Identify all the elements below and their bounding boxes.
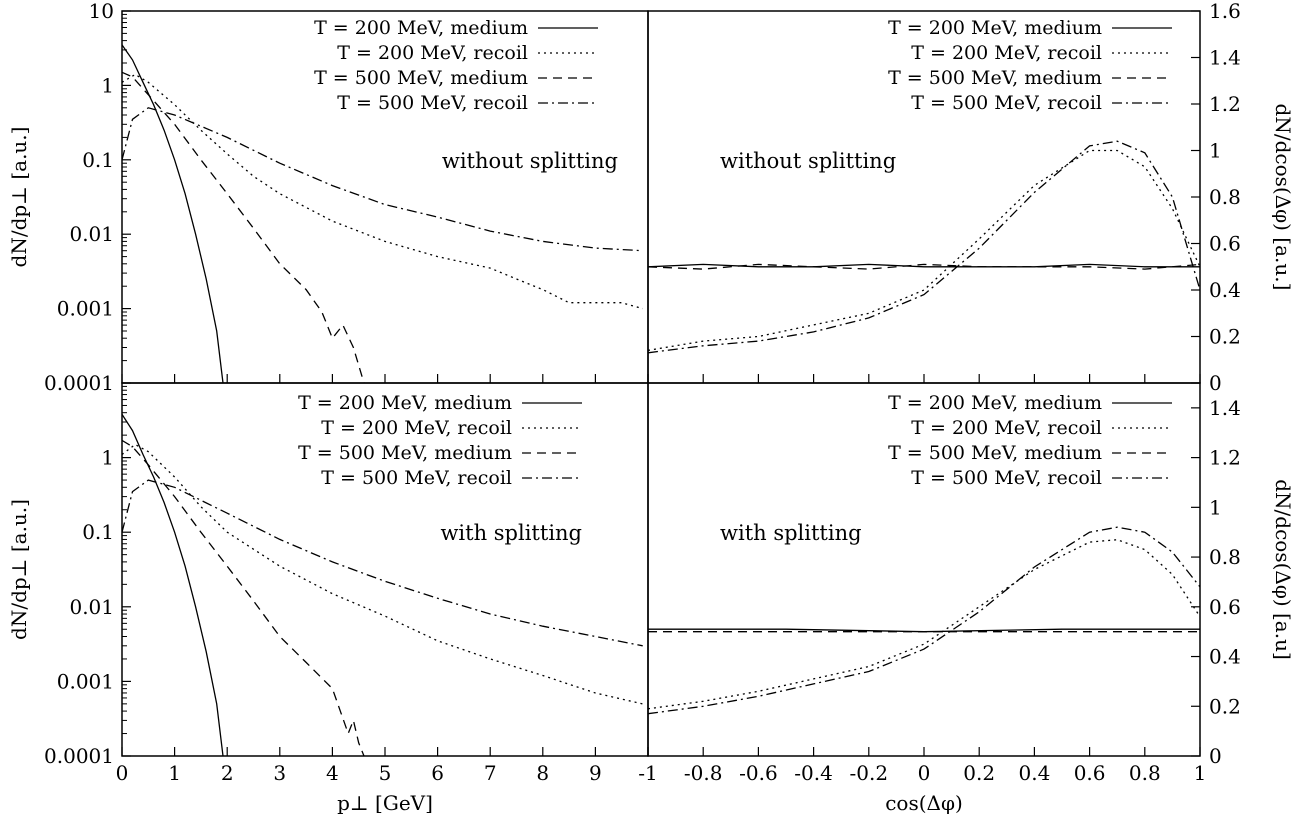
series-line [648, 539, 1200, 710]
y-tick-label: 1 [1209, 495, 1222, 519]
series-line [122, 107, 643, 252]
x-tick-label: 0.4 [1018, 761, 1050, 785]
y-tick-label: 0.2 [1209, 325, 1241, 349]
series-line [122, 71, 365, 383]
panel-annotation: without splitting [442, 149, 618, 173]
y-tick-label: 0.001 [57, 297, 114, 321]
series-line [122, 479, 643, 647]
y-tick-label: 0 [1209, 744, 1222, 768]
y-tick-label: 0.4 [1209, 645, 1241, 669]
panel-annotation: with splitting [440, 521, 582, 545]
y-axis-title: dN/dp⊥ [a.u.] [7, 499, 31, 640]
series-line [122, 413, 224, 756]
x-tick-label: 0 [918, 761, 931, 785]
y-tick-label: 0 [1209, 371, 1222, 395]
x-tick-label: 2 [221, 761, 234, 785]
panel-annotation: without splitting [720, 149, 896, 173]
y-tick-label: 0.0001 [44, 744, 114, 768]
x-tick-label: 4 [326, 761, 339, 785]
y-tick-label: 1.4 [1209, 46, 1241, 70]
y-tick-label: 0.6 [1209, 232, 1241, 256]
x-tick-label: 7 [484, 761, 497, 785]
y-axis-title: dN/dcos(Δφ) [a.u.] [1271, 104, 1292, 291]
y-tick-label: 0.2 [1209, 694, 1241, 718]
y-tick-label: 0.01 [69, 595, 114, 619]
y-tick-label: 0.8 [1209, 545, 1241, 569]
legend-label: T = 500 MeV, recoil [337, 92, 528, 114]
series-line [648, 526, 1200, 715]
legend-label: T = 200 MeV, medium [314, 17, 528, 39]
series-line [648, 140, 1200, 354]
x-tick-label: -0.8 [684, 761, 723, 785]
series-line [648, 149, 1200, 352]
x-tick-label: 5 [379, 761, 392, 785]
y-axis-title: dN/dcos(Δφ) [a.u] [1271, 479, 1292, 660]
y-tick-label: 1.2 [1209, 446, 1241, 470]
series-line [122, 439, 365, 756]
legend-label: T = 200 MeV, medium [298, 392, 512, 414]
series-line [122, 443, 643, 705]
x-tick-label: 1 [1194, 761, 1207, 785]
legend-label: T = 500 MeV, recoil [911, 92, 1102, 114]
legend-label: T = 500 MeV, medium [314, 67, 528, 89]
legend-label: T = 200 MeV, recoil [337, 42, 528, 64]
x-tick-label: 0 [116, 761, 129, 785]
legend-label: T = 200 MeV, medium [888, 392, 1102, 414]
y-tick-label: 0.1 [82, 148, 114, 172]
legend-label: T = 500 MeV, medium [888, 67, 1102, 89]
y-tick-label: 0.6 [1209, 595, 1241, 619]
y-tick-label: 1 [101, 446, 114, 470]
y-tick-label: 0.4 [1209, 278, 1241, 302]
legend-label: T = 200 MeV, recoil [911, 417, 1102, 439]
y-tick-label: 0.001 [57, 669, 114, 693]
x-axis-title: p⊥ [GeV] [337, 791, 433, 815]
x-tick-label: 3 [273, 761, 286, 785]
x-tick-label: 0.8 [1129, 761, 1161, 785]
legend-label: T = 200 MeV, recoil [321, 417, 512, 439]
legend-label: T = 500 MeV, medium [888, 442, 1102, 464]
series-line [122, 44, 224, 383]
chart-panel-top-right: 0 0.2 0.4 0.6 0.8 1 1.2 1.4 1.6 T = 200 MeV, medi… [647, 0, 1292, 395]
x-tick-label: -1 [638, 761, 657, 785]
legend-label: T = 500 MeV, recoil [911, 467, 1102, 489]
x-axis-title: cos(Δφ) [885, 791, 963, 815]
y-tick-label: 1 [1209, 139, 1222, 163]
x-tick-label: 6 [431, 761, 444, 785]
x-tick-label: -0.4 [794, 761, 833, 785]
y-tick-label: 0.01 [69, 222, 114, 246]
y-tick-label: 1 [101, 73, 114, 97]
panel-annotation: with splitting [720, 521, 862, 545]
y-tick-label: 1.4 [1209, 396, 1241, 420]
y-tick-label: 0.1 [82, 520, 114, 544]
chart-panel-top-left: 10 1 0.1 0.01 0.001 0.0001 T = 200 MeV, medium… [7, 0, 649, 395]
x-tick-label: 9 [589, 761, 602, 785]
chart-panel-bottom-right: 0 0.2 0.4 0.6 0.8 1 1.2 1.4 -1 -0.8 -0.6 -0.4 -0.2 0 0… [638, 382, 1292, 815]
y-tick-label: 1.6 [1209, 0, 1241, 23]
y-tick-label: 10 [89, 0, 114, 23]
y-tick-label: 0.0001 [44, 371, 114, 395]
x-tick-label: -0.6 [739, 761, 778, 785]
series-line [648, 263, 1200, 270]
x-tick-label: 8 [536, 761, 549, 785]
x-tick-label: 0.2 [963, 761, 995, 785]
legend-label: T = 500 MeV, recoil [321, 467, 512, 489]
legend-label: T = 200 MeV, medium [888, 17, 1102, 39]
y-tick-label: 0.8 [1209, 185, 1241, 209]
y-tick-label: 1.2 [1209, 92, 1241, 116]
x-tick-label: -0.2 [850, 761, 889, 785]
x-tick-label: 0.6 [1074, 761, 1106, 785]
y-axis-title: dN/dp⊥ [a.u.] [7, 127, 31, 268]
legend-label: T = 200 MeV, recoil [911, 42, 1102, 64]
x-tick-label: 1 [168, 761, 181, 785]
legend-label: T = 500 MeV, medium [298, 442, 512, 464]
